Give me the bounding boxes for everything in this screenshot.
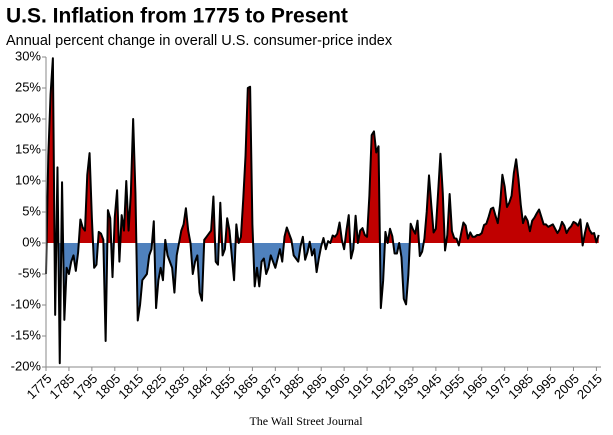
y-tick-label: 0%	[22, 234, 41, 249]
x-tick-label: 1975	[482, 371, 513, 402]
x-tick-label: 1955	[436, 371, 467, 402]
x-tick-label: 1875	[253, 371, 284, 402]
y-tick-label: -10%	[11, 296, 42, 311]
x-tick-label: 1785	[46, 371, 77, 402]
x-tick-label: 1815	[115, 371, 146, 402]
x-tick-label: 1825	[138, 371, 169, 402]
x-tick-label: 1935	[390, 371, 421, 402]
y-tick-label: 20%	[15, 110, 41, 125]
x-tick-label: 1775	[23, 371, 54, 402]
y-tick-label: 5%	[22, 203, 41, 218]
x-tick-label: 1915	[345, 371, 376, 402]
chart-title: U.S. Inflation from 1775 to Present	[6, 5, 348, 28]
y-tick-label: 10%	[15, 172, 41, 187]
x-tick-label: 1865	[230, 371, 261, 402]
x-tick-label: 1835	[161, 371, 192, 402]
y-tick-label: 30%	[15, 48, 41, 63]
x-tick-label: 1855	[207, 371, 238, 402]
x-tick-label: 2015	[574, 371, 605, 402]
chart-subtitle: Annual percent change in overall U.S. co…	[6, 33, 393, 49]
x-tick-label: 1945	[413, 371, 444, 402]
source: The Wall Street Journal	[249, 414, 363, 428]
y-tick-label: 25%	[15, 79, 41, 94]
y-tick-label: -15%	[11, 327, 42, 342]
y-tick-label: 15%	[15, 141, 41, 156]
x-tick-label: 1925	[368, 371, 399, 402]
x-tick-label: 2005	[551, 371, 582, 402]
x-tick-label: 1995	[528, 371, 559, 402]
x-tick-label: 1805	[92, 371, 123, 402]
x-tick-label: 1845	[184, 371, 215, 402]
x-tick-label: 1905	[322, 371, 353, 402]
x-tick-label: 1795	[69, 371, 100, 402]
x-tick-label: 1965	[459, 371, 490, 402]
line	[45, 57, 600, 365]
y-tick-label: -20%	[11, 358, 42, 373]
y-tick-label: -5%	[18, 265, 42, 280]
x-tick-label: 1885	[276, 371, 307, 402]
x-tick-label: 1895	[299, 371, 330, 402]
x-tick-label: 1985	[505, 371, 536, 402]
